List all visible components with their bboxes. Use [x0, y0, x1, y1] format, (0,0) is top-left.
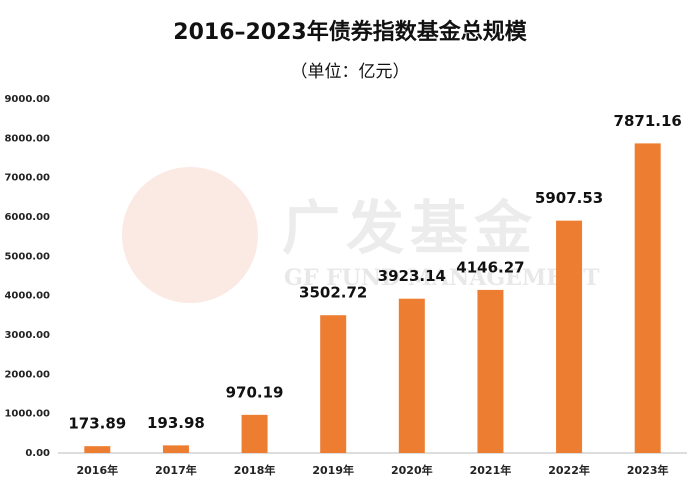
watermark-text: 广发基金 — [282, 194, 538, 262]
value-label: 3923.14 — [378, 267, 446, 285]
x-tick-label: 2020年 — [391, 463, 433, 477]
y-tick-label: 8000.00 — [4, 133, 50, 144]
y-tick-label: 5000.00 — [4, 251, 50, 262]
y-tick-label: 2000.00 — [4, 369, 50, 380]
bar — [398, 298, 425, 453]
bar — [162, 445, 189, 453]
y-tick-label: 0.00 — [25, 448, 50, 459]
y-tick-label: 7000.00 — [4, 173, 50, 184]
x-tick-label: 2017年 — [155, 463, 197, 477]
x-tick-label: 2022年 — [548, 463, 590, 477]
value-label: 173.89 — [68, 415, 126, 433]
x-tick-label: 2019年 — [312, 463, 354, 477]
chart-subtitle: （单位：亿元） — [291, 62, 410, 82]
x-tick-label: 2021年 — [470, 463, 512, 477]
watermark-logo — [122, 167, 258, 303]
value-label: 3502.72 — [299, 284, 367, 302]
bar — [84, 446, 111, 453]
value-label: 970.19 — [226, 383, 284, 401]
value-label: 4146.27 — [456, 258, 524, 276]
y-tick-label: 4000.00 — [4, 291, 50, 302]
value-label: 193.98 — [147, 414, 205, 432]
y-tick-label: 3000.00 — [4, 330, 50, 341]
x-tick-label: 2016年 — [77, 463, 119, 477]
bar — [634, 143, 661, 453]
bar — [320, 315, 347, 453]
y-tick-label: 1000.00 — [4, 409, 50, 420]
x-tick-label: 2018年 — [234, 463, 276, 477]
bar — [556, 220, 583, 453]
value-label: 7871.16 — [614, 112, 682, 130]
chart-title: 2016–2023年债券指数基金总规模 — [173, 19, 527, 45]
y-tick-label: 6000.00 — [4, 212, 50, 223]
bar — [477, 289, 504, 453]
bar — [241, 414, 268, 453]
y-tick-label: 9000.00 — [4, 94, 50, 105]
x-tick-label: 2023年 — [627, 463, 669, 477]
value-label: 5907.53 — [535, 189, 603, 207]
watermark-text: GF FUND MANAGEMENT — [284, 265, 600, 291]
